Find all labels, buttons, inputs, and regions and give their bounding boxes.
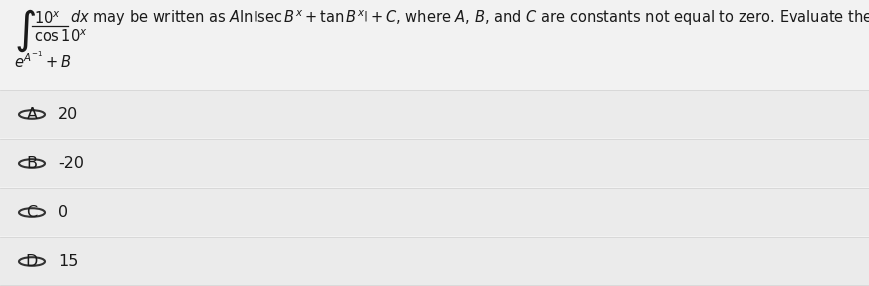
Text: $\int$: $\int$ bbox=[14, 8, 36, 54]
Text: 20: 20 bbox=[58, 107, 78, 122]
Bar bbox=[0, 139, 869, 187]
Text: $10^x$: $10^x$ bbox=[34, 10, 61, 27]
Bar bbox=[0, 90, 869, 138]
Text: A: A bbox=[26, 107, 37, 122]
Bar bbox=[0, 188, 869, 236]
Text: $e^{A^{-1}}+B$: $e^{A^{-1}}+B$ bbox=[14, 50, 72, 71]
Text: $\cos 10^x$: $\cos 10^x$ bbox=[34, 28, 88, 45]
Text: -20: -20 bbox=[58, 156, 84, 171]
Text: $dx$ may be written as $A\ln\!\left|\sec B^x+\tan B^x\right|+C$, where $A$, $B$,: $dx$ may be written as $A\ln\!\left|\sec… bbox=[70, 8, 869, 28]
Text: 15: 15 bbox=[58, 254, 78, 269]
Text: B: B bbox=[26, 156, 37, 171]
Text: D: D bbox=[26, 254, 38, 269]
Bar bbox=[0, 237, 869, 285]
Text: 0: 0 bbox=[58, 205, 68, 220]
Text: C: C bbox=[26, 205, 37, 220]
